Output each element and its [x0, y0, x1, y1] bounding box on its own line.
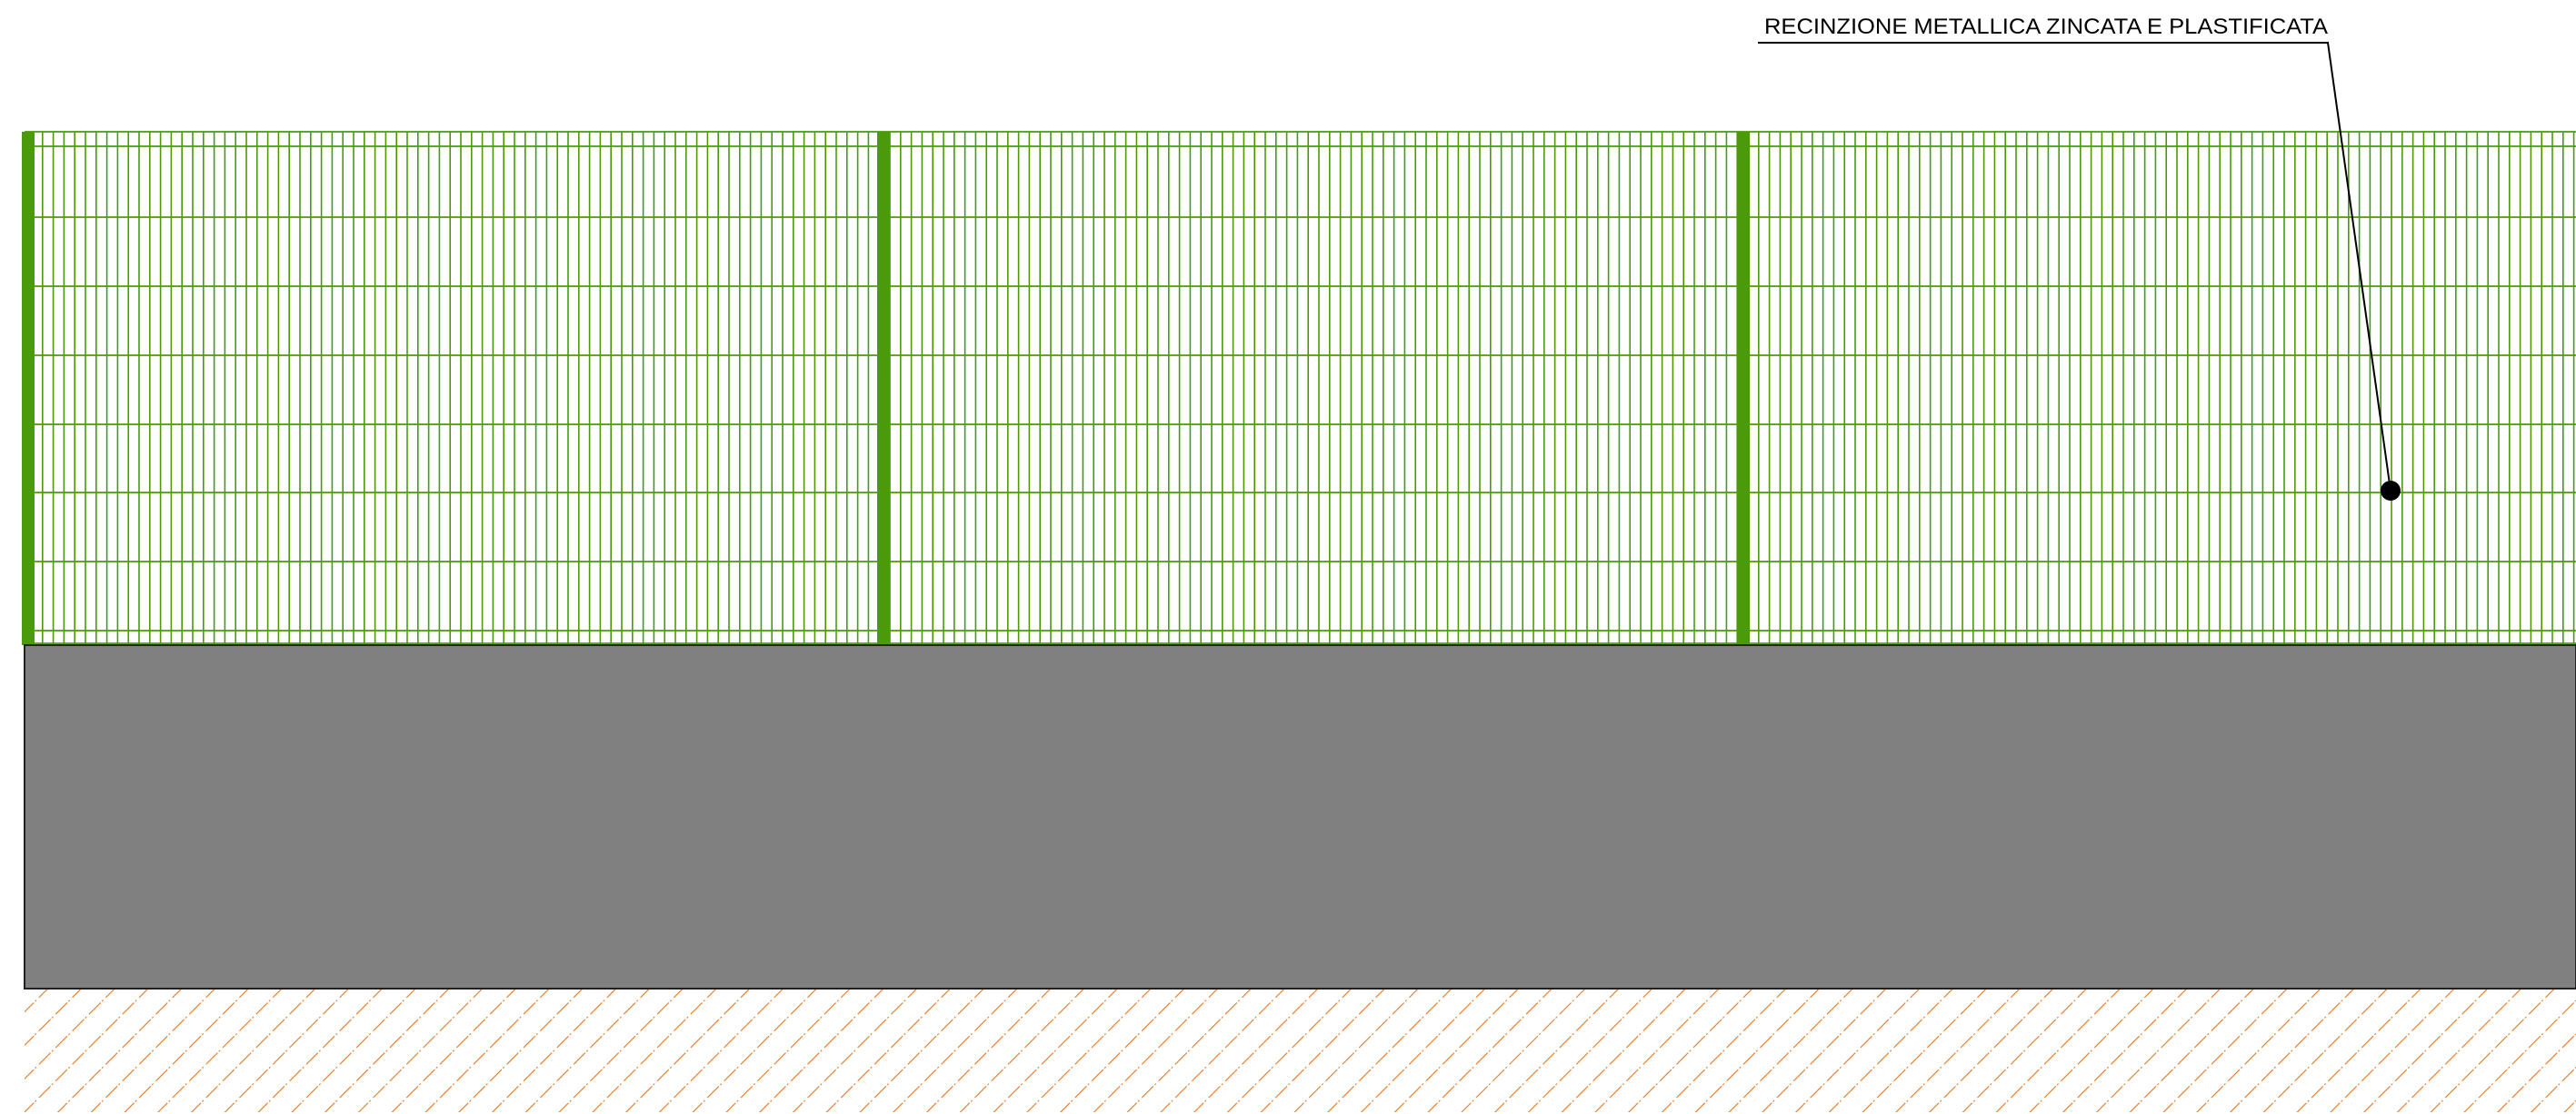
annotation-label: RECINZIONE METALLICA ZINCATA E PLASTIFIC… [1764, 15, 2328, 39]
fence-post [877, 132, 890, 645]
fence-post [22, 132, 35, 645]
fence-post [1737, 132, 1750, 645]
fence-mesh [22, 131, 2576, 645]
concrete-base [24, 644, 2576, 990]
leader-dot [2381, 481, 2401, 501]
leader-line [1758, 42, 2391, 492]
ground-hatch [25, 990, 2576, 1112]
